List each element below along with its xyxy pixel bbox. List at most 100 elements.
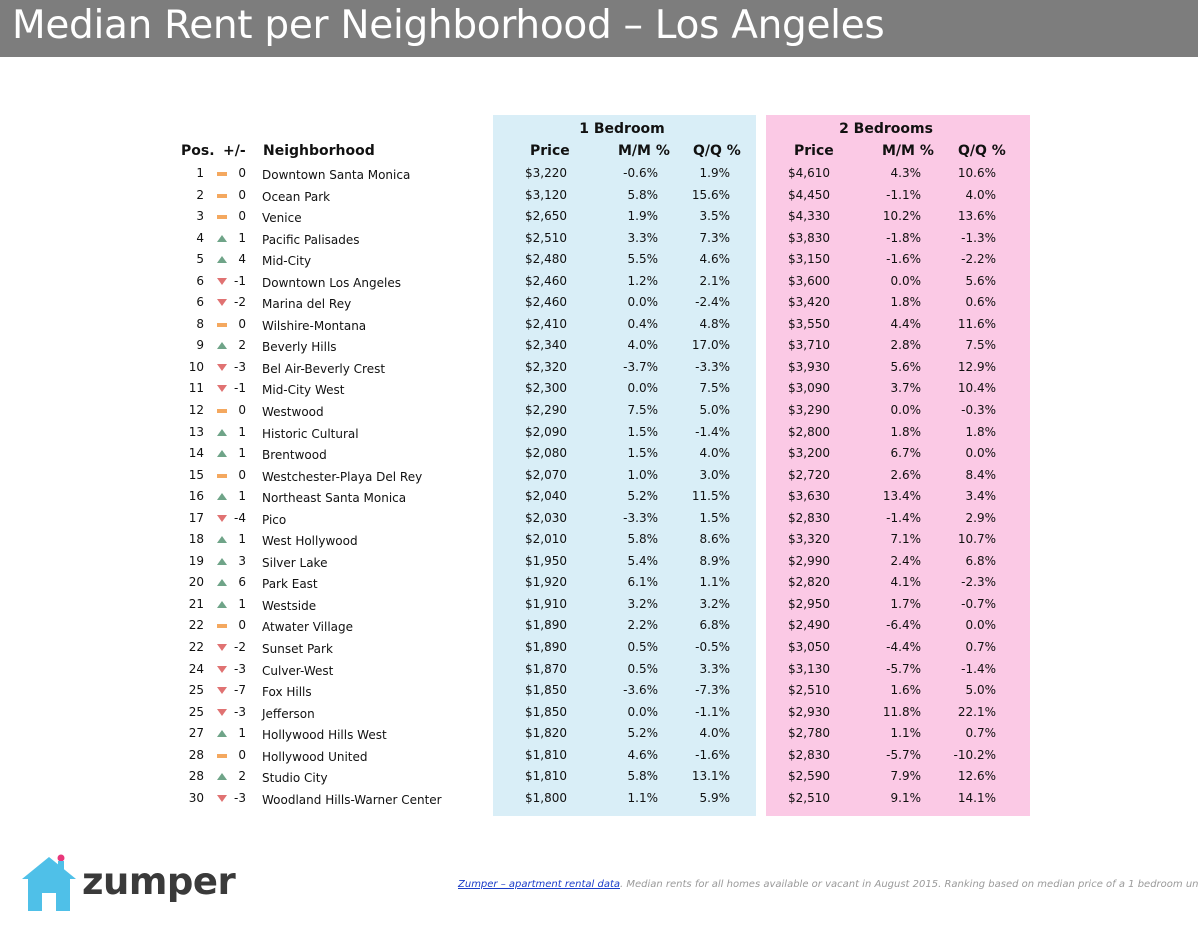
change-value: -3	[234, 359, 246, 374]
arrow-up-icon	[217, 536, 227, 544]
change-value: 6	[238, 575, 246, 590]
change-value: 1	[238, 230, 246, 245]
one-bedroom-qq: 8.6%	[699, 532, 731, 547]
arrow-up-icon	[217, 493, 227, 501]
one-bedroom-price: $1,810	[525, 747, 567, 762]
change-value: 1	[238, 596, 246, 611]
header-price-1br: Price	[530, 143, 570, 159]
table-row: 28 2 Studio City $1,810 5.8% 13.1% $2,590 7.9% 1…	[0, 765, 1198, 787]
two-bedroom-price: $2,820	[788, 575, 830, 590]
rank-cell: 28	[188, 747, 204, 762]
one-bedroom-qq: -0.5%	[695, 640, 730, 655]
arrow-down-icon	[217, 708, 227, 717]
dash-icon	[217, 407, 227, 415]
one-bedroom-qq: 1.5%	[699, 510, 731, 525]
dash-icon	[217, 192, 227, 200]
header-mm-2br: M/M %	[882, 143, 934, 159]
arrow-down-icon	[217, 644, 227, 652]
table-row: 27 1 Hollywood Hills West $1,820 5.2% 4.0% $2,…	[0, 722, 1198, 744]
rank-cell: 28	[188, 769, 204, 784]
two-bedroom-price: $3,130	[788, 661, 830, 676]
change-value: 1	[238, 532, 246, 547]
one-bedroom-mm: 1.2%	[627, 273, 659, 288]
two-bedroom-price: $3,090	[788, 381, 830, 396]
one-bedroom-qq: -1.4%	[695, 424, 730, 439]
arrow-down-icon	[217, 277, 227, 286]
change-value: 0	[238, 747, 246, 762]
neighborhood-name: Brentwood	[262, 448, 327, 463]
dash-icon	[217, 213, 227, 221]
one-bedroom-mm: 1.5%	[627, 446, 659, 461]
arrow-up-icon	[217, 600, 227, 609]
two-bedroom-price: $3,320	[788, 532, 830, 547]
rank-cell: 19	[188, 553, 204, 568]
neighborhood-name: Mid-City	[262, 254, 312, 269]
two-bedroom-price: $2,990	[788, 553, 830, 568]
two-bedroom-price: $2,510	[788, 683, 830, 698]
two-bedroom-price: $3,630	[788, 489, 830, 504]
arrow-up-icon	[217, 773, 227, 781]
one-bedroom-mm: 4.0%	[627, 338, 659, 353]
rank-cell: 4	[196, 230, 204, 245]
one-bedroom-price: $1,890	[525, 618, 567, 633]
two-bedroom-price: $4,330	[788, 209, 830, 224]
one-bedroom-qq: 8.9%	[699, 553, 731, 568]
source-link[interactable]: Zumper – apartment rental data	[458, 879, 620, 890]
one-bedroom-qq: 13.1%	[691, 769, 730, 784]
rank-cell: 24	[188, 661, 204, 676]
one-bedroom-qq: -7.3%	[695, 683, 730, 698]
neighborhood-name: Downtown Santa Monica	[262, 168, 411, 182]
arrow-up-icon	[217, 234, 227, 243]
two-bedroom-mm: 1.6%	[890, 683, 922, 698]
one-bedroom-mm: 5.8%	[627, 187, 659, 202]
two-bedroom-price: $3,600	[788, 273, 830, 288]
change-value: -7	[234, 683, 246, 698]
two-bedroom-mm: 11.8%	[882, 704, 921, 719]
table-row: 22 0 Atwater Village $1,890 2.2% 6.8% $2,490 -6…	[0, 614, 1198, 636]
footer-note: Zumper – apartment rental data. Median r…	[458, 879, 1198, 890]
neighborhood-name: Beverly Hills	[262, 340, 337, 355]
rank-cell: 30	[188, 790, 204, 805]
one-bedroom-qq: 11.5%	[691, 489, 730, 504]
header-qq-2br: Q/Q %	[958, 143, 1006, 159]
neighborhood-name: Westchester-Playa Del Rey	[262, 469, 423, 484]
table-row: 28 0 Hollywood United $1,810 4.6% -1.6% $2,830…	[0, 744, 1198, 766]
one-bedroom-qq: 7.3%	[699, 230, 731, 245]
one-bedroom-price: $1,810	[525, 769, 567, 784]
two-bedroom-mm: 10.2%	[882, 209, 921, 224]
one-bedroom-panel	[493, 115, 756, 816]
one-bedroom-price: $1,890	[525, 640, 567, 655]
neighborhood-name: Ocean Park	[262, 189, 331, 204]
header-neighborhood: Neighborhood	[263, 143, 375, 159]
two-bedroom-qq: 14.1%	[957, 790, 996, 805]
logo-wordmark: zumper	[82, 860, 236, 903]
change-value: 1	[238, 489, 246, 504]
one-bedroom-price: $2,460	[525, 273, 567, 288]
change-value: -2	[234, 295, 246, 310]
one-bedroom-qq: 4.8%	[699, 316, 731, 331]
change-value: -3	[234, 704, 246, 719]
two-bedroom-price: $2,490	[788, 618, 830, 633]
two-bedroom-qq: 6.8%	[965, 553, 997, 568]
rank-cell: 9	[196, 338, 204, 353]
one-bedroom-price: $1,800	[525, 790, 567, 805]
rank-cell: 10	[188, 359, 204, 374]
rank-cell: 27	[188, 726, 204, 741]
change-value: 0	[238, 403, 246, 418]
arrow-up-icon	[217, 428, 227, 437]
one-bedroom-mm: 5.2%	[627, 489, 659, 504]
two-bedroom-mm: -5.7%	[886, 747, 921, 762]
two-bedroom-mm: 0.0%	[890, 273, 922, 288]
table-row: 18 1 West Hollywood $2,010 5.8% 8.6% $3,320 7.1…	[0, 528, 1198, 550]
header-qq-1br: Q/Q %	[693, 143, 741, 159]
two-bedroom-price: $3,200	[788, 446, 830, 461]
table-row: 16 1 Northeast Santa Monica $2,040 5.2% 11.5%…	[0, 485, 1198, 507]
two-bedroom-mm: 4.3%	[890, 166, 922, 180]
arrow-up-icon	[217, 730, 227, 738]
table-row: 22 -2 Sunset Park $1,890 0.5% -0.5% $3,050 -4.4…	[0, 636, 1198, 658]
two-bedroom-mm: 2.6%	[890, 467, 922, 482]
one-bedroom-mm: 3.2%	[627, 596, 659, 611]
one-bedroom-qq: 5.9%	[699, 790, 731, 805]
one-bedroom-price: $2,320	[525, 359, 567, 374]
two-bedroom-mm: -1.6%	[886, 252, 921, 267]
